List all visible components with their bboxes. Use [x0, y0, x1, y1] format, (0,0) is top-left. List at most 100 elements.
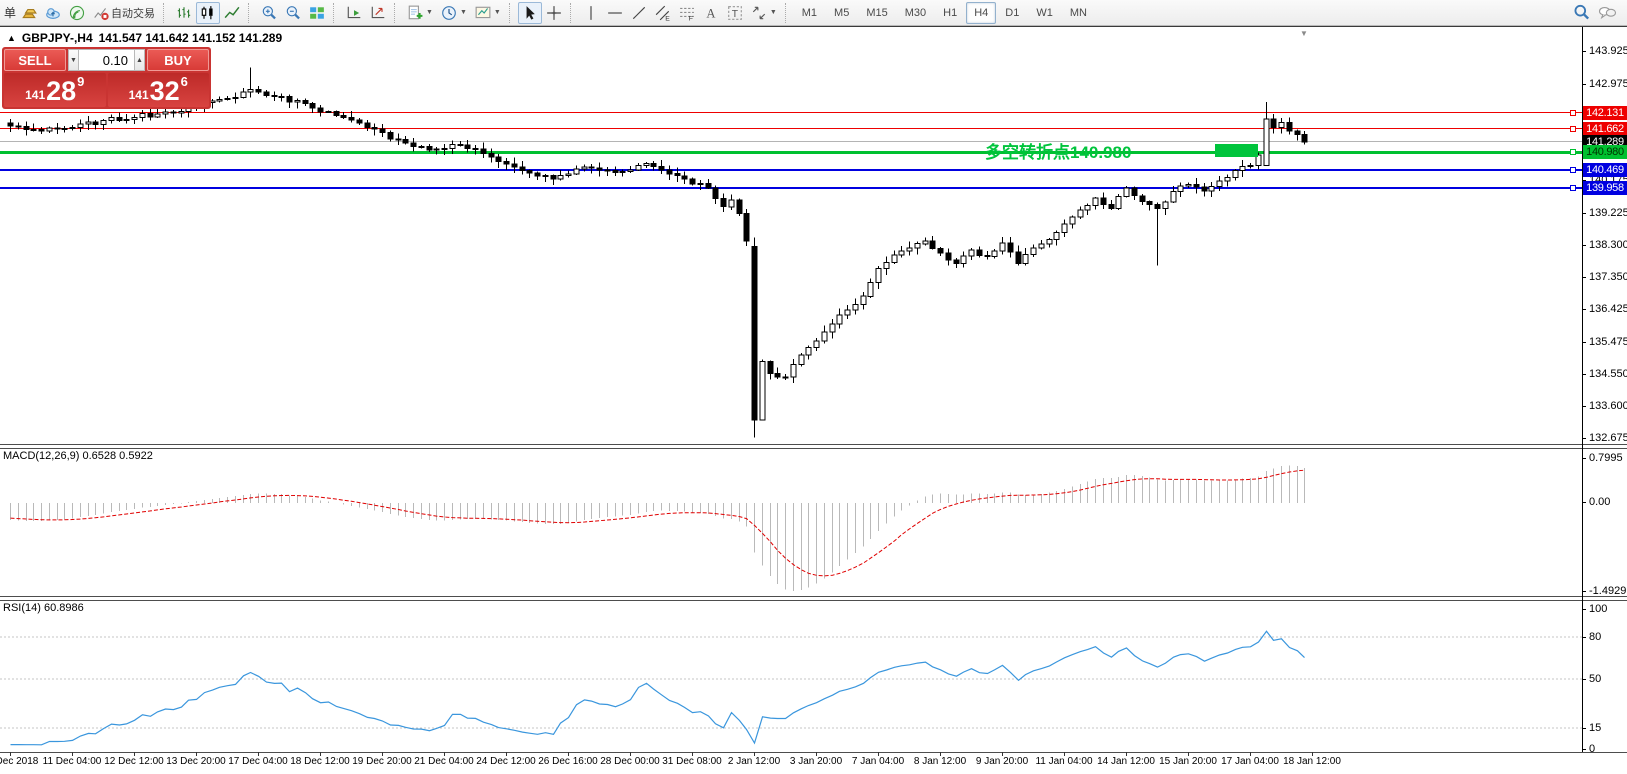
volume-decrease-button[interactable]: ▼: [68, 49, 79, 71]
templates-button[interactable]: ▼: [471, 2, 505, 24]
toolbar-separator: [508, 2, 514, 23]
timeframe-M1[interactable]: M1: [801, 6, 818, 19]
rsi-tick-15: 15: [1589, 722, 1602, 734]
chart-shift-button[interactable]: [366, 2, 390, 24]
price-tickmark: [1582, 341, 1586, 343]
time-tickmark: [568, 752, 569, 756]
timeframe-M5[interactable]: M5: [834, 6, 850, 19]
sell-price-big: 28: [46, 76, 77, 106]
cloud-sync-icon[interactable]: [41, 2, 65, 24]
arrows-tool[interactable]: ▼: [747, 2, 781, 24]
buy-price-display[interactable]: 141 32 6: [107, 73, 209, 107]
gold-quotes-icon[interactable]: [17, 2, 41, 24]
cursor-tool-button[interactable]: [517, 1, 542, 24]
timeframe-D1[interactable]: D1: [1005, 6, 1020, 19]
timeframe-M30[interactable]: M30: [904, 6, 927, 19]
autotrade-button[interactable]: 自动交易: [89, 2, 159, 24]
chart-shift-marker[interactable]: ▼: [1300, 29, 1308, 38]
level-line-140.469[interactable]: [0, 169, 1582, 171]
vertical-line-tool[interactable]: [579, 2, 603, 24]
zoom-out-button[interactable]: [281, 2, 305, 24]
indicators-caret[interactable]: ▼: [426, 9, 433, 16]
time-label: 7 Jan 04:00: [851, 756, 905, 767]
time-tickmark: [134, 752, 135, 756]
text-label-tool[interactable]: T: [723, 2, 747, 24]
candlestick-chart: [7, 67, 1308, 438]
tile-windows-button[interactable]: [305, 2, 329, 24]
time-label: 3 Jan 20:00: [789, 756, 843, 767]
toolbar-separator: [394, 2, 399, 23]
toolbar: 单 自动交易: [0, 0, 1627, 26]
pane-splitter[interactable]: [0, 596, 1627, 601]
rsi-tickmark: [1582, 609, 1586, 610]
horizontal-line-tool[interactable]: [603, 2, 627, 24]
time-label: 14 Jan 12:00: [1097, 756, 1155, 767]
level-line-141.662[interactable]: [0, 128, 1582, 129]
buy-price-prefix: 141: [128, 88, 149, 102]
panel-collapse-toggle[interactable]: ▲: [7, 33, 16, 43]
indicators-button[interactable]: ▼: [403, 2, 437, 24]
signals-icon[interactable]: [65, 2, 89, 24]
level-endpoint-140.980[interactable]: [1570, 149, 1576, 155]
svg-text:T: T: [732, 9, 739, 20]
price-badge-140.469: 140.469: [1583, 163, 1627, 177]
level-endpoint-141.662[interactable]: [1570, 126, 1576, 132]
one-click-trade-panel: SELL ▼ ▲ BUY 141 28 9 141 32 6: [2, 47, 211, 109]
sell-price-sup: 9: [77, 74, 85, 89]
periods-button[interactable]: ▼: [437, 2, 471, 24]
ohlc-values: 141.547 141.642 141.152 141.289: [98, 31, 283, 45]
macd-label: MACD(12,26,9) 0.6528 0.5922: [3, 450, 153, 462]
line-chart-button[interactable]: [220, 2, 244, 24]
auto-scroll-button[interactable]: [342, 2, 366, 24]
periods-caret[interactable]: ▼: [459, 9, 467, 16]
bar-chart-button[interactable]: [172, 2, 196, 24]
zoom-in-button[interactable]: [257, 2, 281, 24]
new-order-button[interactable]: 单: [4, 6, 17, 20]
search-icon[interactable]: [1573, 4, 1590, 21]
time-label: 11 Dec 04:00: [42, 756, 102, 767]
crosshair-tool-button[interactable]: [542, 2, 566, 24]
chat-icon[interactable]: [1598, 5, 1617, 21]
rsi-tick-100: 100: [1589, 603, 1608, 615]
price-badge-139.958: 139.958: [1583, 181, 1627, 195]
sell-button[interactable]: SELL: [4, 49, 66, 71]
price-tick-133.600: 133.600: [1589, 400, 1627, 413]
trendline-tool[interactable]: [627, 2, 651, 24]
timeframe-MN[interactable]: MN: [1069, 6, 1087, 19]
level-endpoint-139.958[interactable]: [1570, 185, 1576, 191]
timeframe-H4[interactable]: H4: [966, 1, 997, 24]
time-label: 28 Dec 00:00: [600, 756, 660, 767]
level-line-140.980[interactable]: [0, 151, 1582, 154]
macd-tickmark: [1582, 591, 1586, 592]
time-tickmark: [320, 752, 321, 756]
pivot-annotation[interactable]: 多空转折点140.980: [985, 143, 1132, 162]
svg-text:F: F: [689, 15, 693, 21]
volume-increase-button[interactable]: ▲: [134, 49, 146, 71]
time-tickmark: [754, 752, 755, 756]
sell-price-display[interactable]: 141 28 9: [4, 73, 106, 107]
level-line-141.289[interactable]: [0, 141, 1582, 142]
price-tickmark: [1582, 51, 1586, 52]
level-line-139.958[interactable]: [0, 187, 1582, 189]
equidistant-channel-tool[interactable]: E: [651, 2, 675, 24]
price-tick-132.675: 132.675: [1589, 432, 1627, 445]
fibonacci-tool[interactable]: F: [675, 2, 699, 24]
time-tickmark: [630, 752, 631, 756]
time-tickmark: [878, 752, 879, 756]
buy-button[interactable]: BUY: [147, 49, 209, 71]
timeframe-M15[interactable]: M15: [866, 6, 888, 19]
pivot-zone-box[interactable]: [1215, 144, 1258, 157]
level-endpoint-142.131[interactable]: [1570, 110, 1576, 116]
pane-splitter[interactable]: [0, 444, 1627, 449]
time-tickmark: [506, 752, 507, 756]
level-line-142.131[interactable]: [0, 112, 1582, 113]
arrows-caret[interactable]: ▼: [769, 9, 777, 16]
level-endpoint-140.469[interactable]: [1570, 167, 1576, 173]
rsi-indicator: [0, 630, 1582, 746]
timeframe-W1[interactable]: W1: [1036, 6, 1053, 19]
templates-caret[interactable]: ▼: [493, 9, 501, 16]
candlestick-chart-button[interactable]: [196, 1, 220, 24]
text-tool[interactable]: A: [699, 2, 723, 24]
volume-input[interactable]: [78, 49, 135, 71]
timeframe-H1[interactable]: H1: [943, 6, 958, 19]
